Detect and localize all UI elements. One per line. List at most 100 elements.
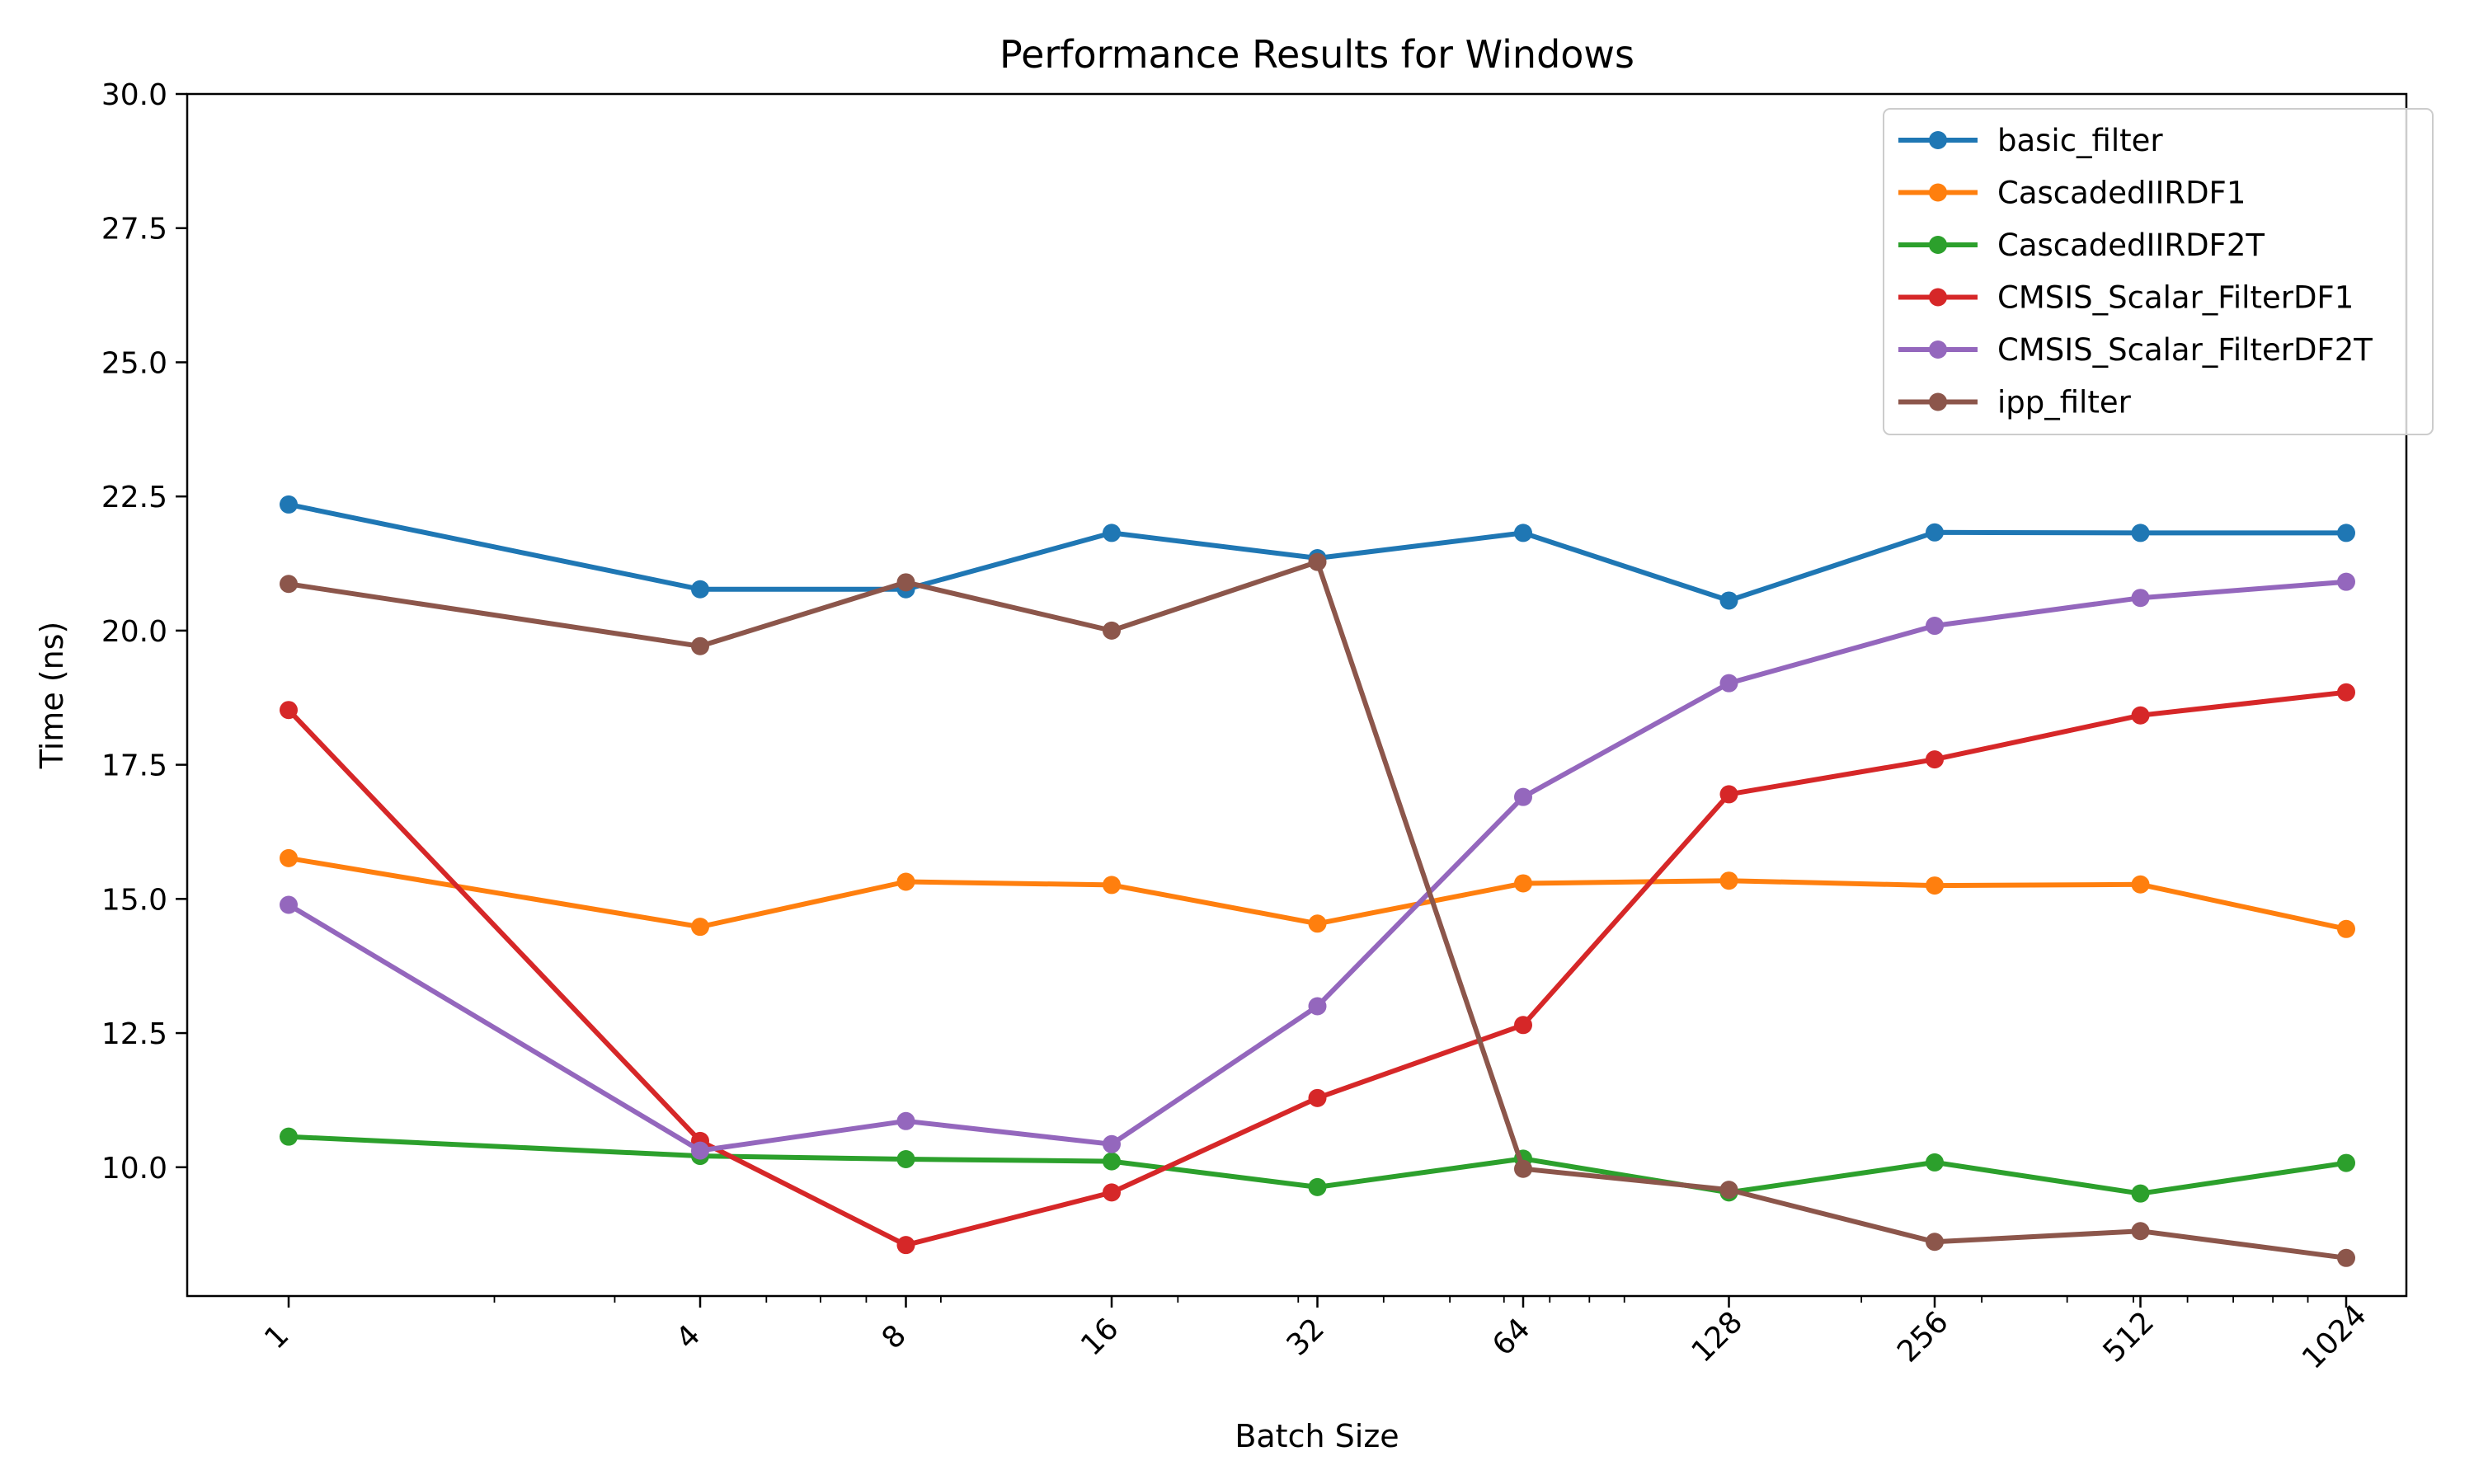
- data-point: [691, 1141, 709, 1160]
- data-point: [1719, 674, 1738, 693]
- legend-label: CMSIS_Scalar_FilterDF1: [1997, 280, 2354, 316]
- data-point: [1103, 621, 1121, 640]
- data-point: [280, 895, 298, 914]
- data-point: [2131, 875, 2150, 894]
- data-point: [280, 575, 298, 594]
- plot-frame: [186, 92, 2408, 1298]
- y-tick-label: 17.5: [101, 749, 167, 783]
- data-point: [1514, 1016, 1532, 1035]
- data-point: [1719, 871, 1738, 890]
- series-line: [286, 501, 2349, 603]
- legend-marker: [1929, 340, 1947, 359]
- x-tick-label: 512: [2097, 1305, 2161, 1369]
- legend-label: CascadedIIRDF1: [1997, 176, 2246, 211]
- x-tick-label: 1024: [2296, 1298, 2373, 1376]
- data-point: [1719, 785, 1738, 804]
- data-point: [2337, 1153, 2355, 1172]
- legend-item: CMSIS_Scalar_FilterDF2T: [1898, 332, 2373, 368]
- x-axis-label: Batch Size: [1235, 1418, 1399, 1454]
- legend: basic_filter CascadedIIRDF1 CascadedIIRDF2…: [1883, 108, 2434, 435]
- data-point: [1514, 524, 1532, 542]
- x-tick-label: 128: [1686, 1305, 1750, 1369]
- series-line: [286, 1134, 2349, 1196]
- series-layer: [280, 495, 2355, 1267]
- x-tick-label: 256: [1891, 1305, 1955, 1369]
- y-tick-label: 12.5: [101, 1017, 167, 1051]
- data-point: [2337, 683, 2355, 702]
- data-point: [896, 1111, 915, 1130]
- x-tick-label: 4: [670, 1318, 707, 1355]
- series-cascadediirdf2t: [280, 1127, 2355, 1203]
- legend-label: CascadedIIRDF2T: [1997, 228, 2265, 263]
- legend-box: [1883, 108, 2434, 435]
- legend-marker: [1929, 131, 1947, 149]
- series-basic-filter: [280, 495, 2355, 610]
- legend-marker: [1929, 392, 1947, 411]
- data-point: [1103, 1134, 1121, 1153]
- x-tick-label: 1: [258, 1318, 295, 1355]
- series-line: [286, 579, 2349, 1153]
- data-point: [2131, 706, 2150, 725]
- data-point: [1308, 1177, 1327, 1196]
- data-point: [1514, 787, 1532, 806]
- data-point: [691, 580, 709, 599]
- y-tick-label: 20.0: [101, 615, 167, 649]
- data-point: [1103, 524, 1121, 542]
- data-point: [1926, 1233, 1944, 1252]
- data-point: [1926, 750, 1944, 769]
- data-point: [1308, 914, 1327, 933]
- series-line: [286, 559, 2349, 1261]
- data-point: [1926, 617, 1944, 636]
- legend-item: ipp_filter: [1898, 385, 2132, 420]
- y-tick-label: 30.0: [101, 78, 167, 112]
- y-tick-label: 25.0: [101, 346, 167, 380]
- legend-item: basic_filter: [1898, 123, 2163, 158]
- data-point: [1103, 876, 1121, 895]
- data-point: [2131, 1184, 2150, 1203]
- data-point: [1926, 1153, 1944, 1172]
- y-axis-ticks: 10.0 12.5 15.0 17.5 20.0 22.5 25.0 27.5 30.0: [101, 78, 187, 1186]
- data-point: [2337, 919, 2355, 938]
- series-line: [286, 689, 2349, 1248]
- y-tick-label: 15.0: [101, 883, 167, 917]
- data-point: [1719, 1181, 1738, 1200]
- data-point: [1103, 1152, 1121, 1171]
- legend-marker: [1929, 183, 1947, 202]
- series-cmsis-scalar-filterdf1: [280, 683, 2355, 1255]
- data-point: [1926, 876, 1944, 895]
- y-tick-label: 22.5: [101, 481, 167, 514]
- series-cascadediirdf1: [280, 848, 2355, 938]
- data-point: [1103, 1183, 1121, 1202]
- legend-item: CascadedIIRDF2T: [1898, 228, 2265, 263]
- x-tick-label: 32: [1281, 1312, 1331, 1362]
- data-point: [896, 573, 915, 592]
- data-point: [896, 1150, 915, 1169]
- legend-label: basic_filter: [1997, 123, 2163, 158]
- data-point: [691, 918, 709, 937]
- data-point: [2131, 524, 2150, 542]
- legend-label: ipp_filter: [1997, 385, 2132, 420]
- legend-item: CascadedIIRDF1: [1898, 176, 2246, 211]
- chart-title: Performance Results for Windows: [999, 32, 1634, 77]
- data-point: [1308, 552, 1327, 571]
- y-tick-label: 27.5: [101, 213, 167, 247]
- data-point: [691, 636, 709, 655]
- legend-item: CMSIS_Scalar_FilterDF1: [1898, 280, 2354, 316]
- data-point: [2337, 1248, 2355, 1267]
- data-point: [1514, 874, 1532, 893]
- data-point: [896, 872, 915, 891]
- legend-label: CMSIS_Scalar_FilterDF2T: [1997, 332, 2373, 368]
- x-axis-ticks: 1 4 8 16 32 64 128 256 512 1024: [258, 1296, 2373, 1376]
- data-point: [1308, 997, 1327, 1016]
- data-point: [2337, 572, 2355, 591]
- data-point: [280, 848, 298, 867]
- series-ipp-filter: [280, 552, 2355, 1267]
- x-tick-label: 8: [876, 1318, 913, 1355]
- x-tick-label: 64: [1486, 1312, 1536, 1362]
- data-point: [2131, 1222, 2150, 1241]
- data-point: [896, 1236, 915, 1255]
- data-point: [1514, 1159, 1532, 1178]
- y-axis-label: Time (ns): [34, 622, 70, 770]
- data-point: [2337, 524, 2355, 542]
